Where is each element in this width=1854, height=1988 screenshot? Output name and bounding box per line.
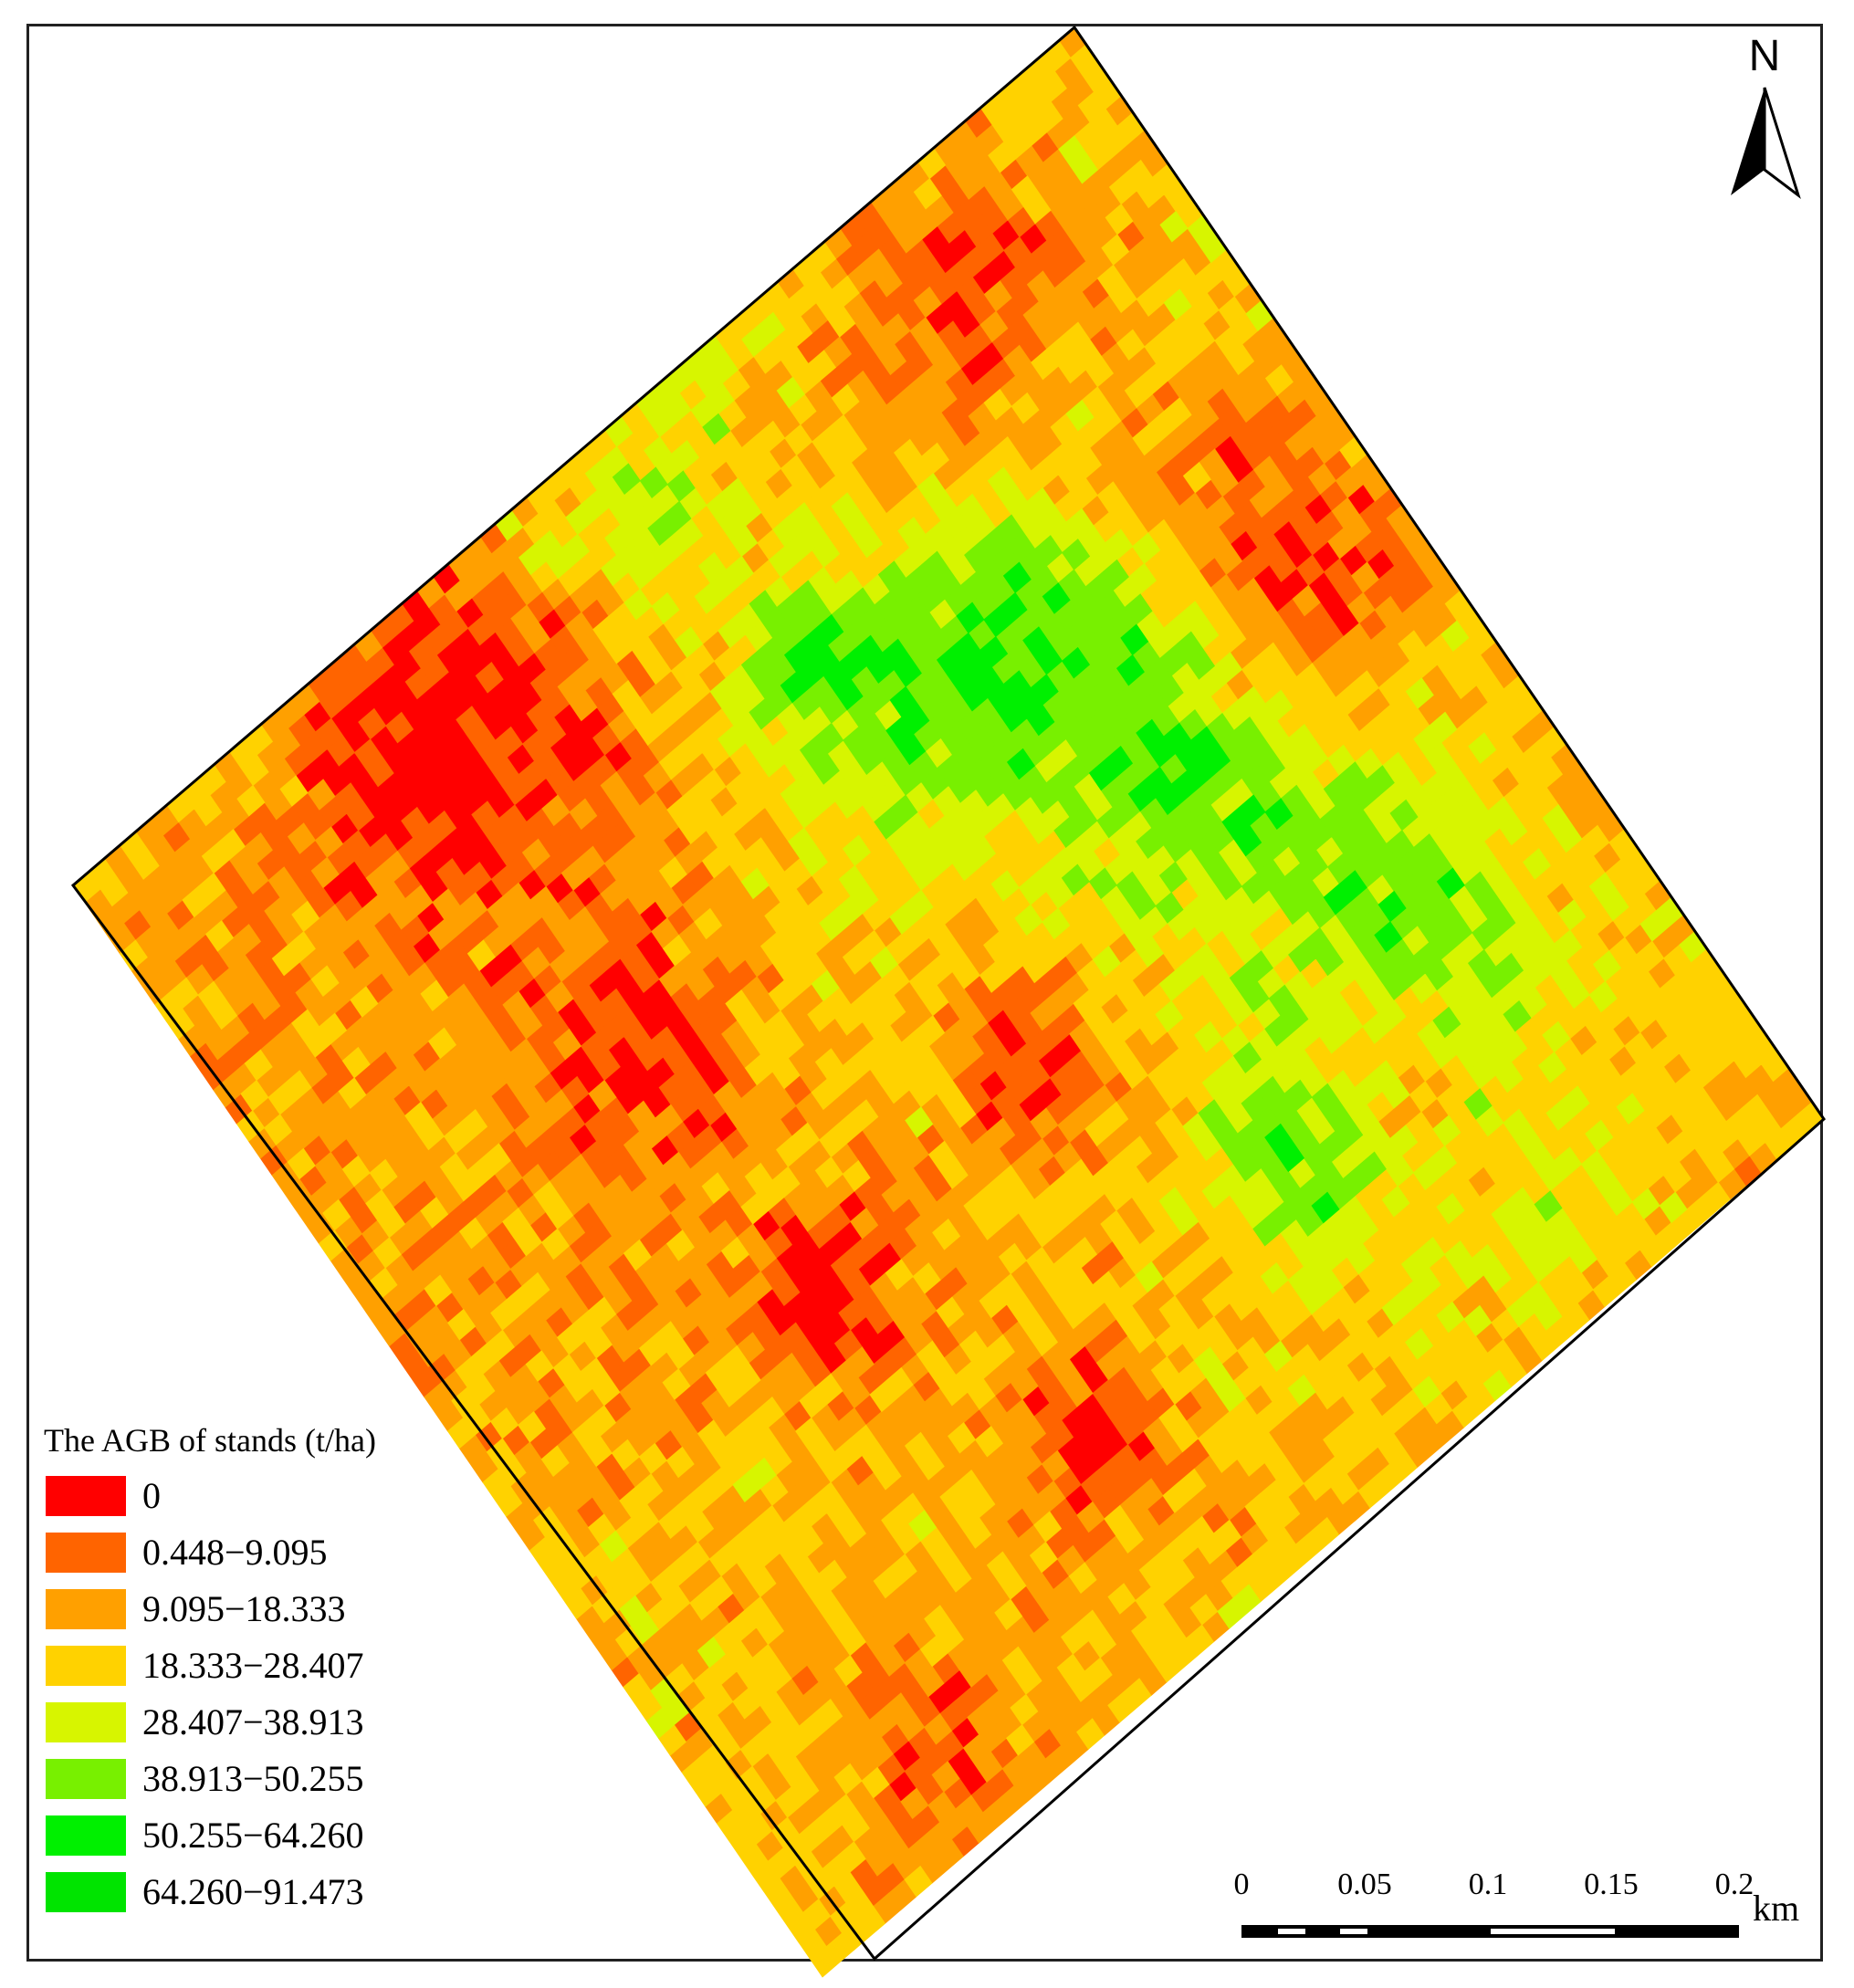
legend-swatch <box>46 1646 126 1686</box>
north-letter: N <box>1748 32 1781 80</box>
legend-item: 28.407−38.913 <box>44 1697 445 1753</box>
legend-label: 0 <box>142 1475 161 1516</box>
map-frame <box>26 24 1823 1962</box>
legend-item: 18.333−28.407 <box>44 1640 445 1697</box>
legend-swatch <box>46 1759 126 1799</box>
north-arrow: N <box>1723 33 1806 203</box>
agb-raster-cells <box>72 26 1825 1978</box>
scale-tick-label: 0.05 <box>1337 1868 1392 1901</box>
scale-bar: 0 0.05 0.1 0.15 0.2 km <box>1223 1867 1807 1949</box>
legend-swatch <box>46 1872 126 1912</box>
raster-class-3 <box>72 40 1825 1978</box>
legend-swatch <box>46 1589 126 1629</box>
legend-label: 9.095−18.333 <box>142 1588 346 1629</box>
scale-unit: km <box>1753 1888 1800 1929</box>
legend-swatch <box>46 1476 126 1516</box>
study-area-outline <box>70 25 1826 1962</box>
north-arrow-icon <box>1731 87 1801 200</box>
legend-label: 18.333−28.407 <box>142 1645 364 1686</box>
legend-label: 50.255−64.260 <box>142 1815 364 1856</box>
legend-swatch <box>46 1815 126 1856</box>
legend-item: 9.095−18.333 <box>44 1584 445 1640</box>
legend-item: 64.260−91.473 <box>44 1867 445 1923</box>
scale-tick-label: 0 <box>1233 1868 1250 1901</box>
raster-class-6 <box>780 561 1465 1224</box>
legend-label: 64.260−91.473 <box>142 1871 364 1912</box>
legend-item: 0.448−9.095 <box>44 1527 445 1584</box>
legend-swatch <box>46 1533 126 1573</box>
legend-classes: 0 0.448−9.095 9.095−18.333 18.333−28.407 28.… <box>44 1470 445 1923</box>
legend-item: 50.255−64.260 <box>44 1810 445 1867</box>
legend: The AGB of stands (t/ha) 0 0.448−9.095 9.0… <box>44 1418 445 1923</box>
scale-tick-label: 0.15 <box>1584 1868 1639 1901</box>
legend-item: 38.913−50.255 <box>44 1753 445 1810</box>
scale-bar-graphic <box>1241 1925 1739 1938</box>
legend-label: 38.913−50.255 <box>142 1758 364 1799</box>
legend-title: The AGB of stands (t/ha) <box>44 1422 376 1459</box>
legend-swatch <box>46 1702 126 1742</box>
scale-tick-label: 0.2 <box>1714 1868 1754 1901</box>
legend-label: 28.407−38.913 <box>142 1701 364 1742</box>
legend-label: 0.448−9.095 <box>142 1532 328 1573</box>
scale-tick-label: 0.1 <box>1468 1868 1508 1901</box>
legend-item: 0 <box>44 1470 445 1527</box>
